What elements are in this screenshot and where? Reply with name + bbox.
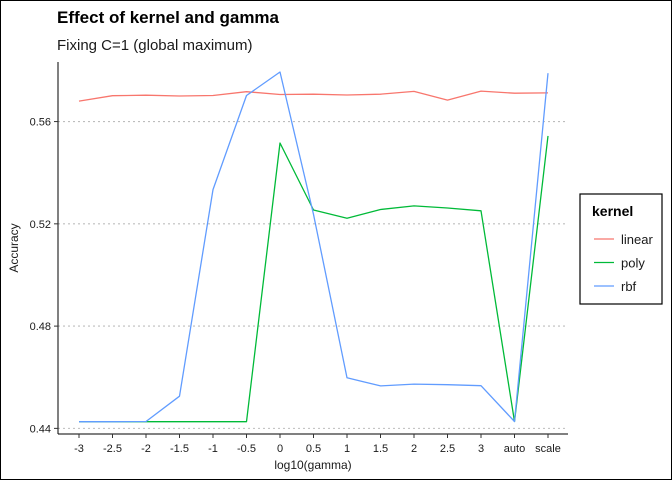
legend-label-poly: poly bbox=[621, 256, 645, 271]
x-tick-label: -2 bbox=[141, 443, 151, 455]
series-line-poly bbox=[79, 135, 549, 423]
x-tick-label: 0.5 bbox=[306, 443, 321, 455]
series-lines bbox=[78, 71, 549, 423]
legend-box bbox=[579, 193, 663, 305]
y-tick-label: 0.56 bbox=[30, 117, 51, 129]
y-tick-label: 0.44 bbox=[30, 423, 51, 435]
x-tick-label: scale bbox=[535, 443, 561, 455]
y-tick-label: 0.48 bbox=[30, 321, 51, 333]
legend-items: linear poly rbf bbox=[594, 232, 653, 294]
legend: kernel linear poly rbf bbox=[579, 193, 663, 305]
x-tick-label: -0.5 bbox=[237, 443, 256, 455]
x-tick-label: 1.5 bbox=[373, 443, 388, 455]
y-axis-ticks: 0.44 0.48 0.52 0.56 bbox=[30, 117, 58, 435]
x-tick-label: -1.5 bbox=[170, 443, 189, 455]
legend-title: kernel bbox=[592, 203, 633, 219]
x-tick-label: -2.5 bbox=[103, 443, 122, 455]
chart-title: Effect of kernel and gamma bbox=[57, 8, 280, 27]
x-tick-label: 3 bbox=[478, 443, 484, 455]
x-tick-label: -3 bbox=[74, 443, 84, 455]
x-tick-label: 0 bbox=[277, 443, 283, 455]
chart-subtitle: Fixing C=1 (global maximum) bbox=[57, 37, 252, 54]
legend-label-linear: linear bbox=[621, 232, 653, 247]
x-tick-label: auto bbox=[504, 443, 525, 455]
gridlines bbox=[58, 121, 568, 429]
series-line-linear bbox=[78, 90, 549, 102]
y-tick-label: 0.52 bbox=[30, 219, 51, 231]
x-tick-label: 1 bbox=[344, 443, 350, 455]
x-axis-title: log10(gamma) bbox=[274, 458, 351, 472]
x-tick-label: 2 bbox=[411, 443, 417, 455]
legend-label-rbf: rbf bbox=[621, 279, 637, 294]
series-line-rbf bbox=[79, 71, 549, 423]
y-axis-title: Accuracy bbox=[7, 223, 21, 272]
x-tick-label: -1 bbox=[208, 443, 218, 455]
x-axis-ticks: -3 -2.5 -2 -1.5 -1 -0.5 0 0.5 1 1.5 2 2.5 3 auto scale bbox=[74, 434, 561, 455]
x-tick-label: 2.5 bbox=[440, 443, 455, 455]
